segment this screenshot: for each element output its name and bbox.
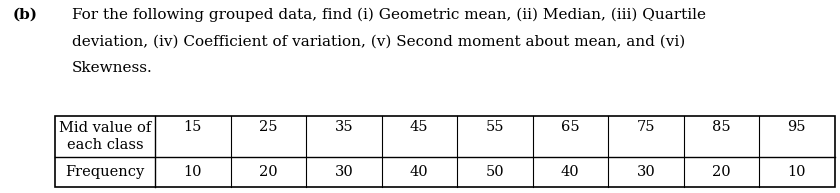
Text: 50: 50 — [486, 165, 504, 179]
Text: 25: 25 — [259, 120, 277, 135]
Text: 30: 30 — [637, 165, 655, 179]
Text: 35: 35 — [334, 120, 353, 135]
Text: 30: 30 — [334, 165, 353, 179]
Text: 40: 40 — [410, 165, 428, 179]
Text: Frequency: Frequency — [66, 165, 144, 179]
Text: Skewness.: Skewness. — [72, 62, 153, 75]
Text: 45: 45 — [410, 120, 428, 135]
Text: 20: 20 — [259, 165, 277, 179]
Text: deviation, (iv) Coefficient of variation, (v) Second moment about mean, and (vi): deviation, (iv) Coefficient of variation… — [72, 35, 685, 48]
Text: For the following grouped data, find (i) Geometric mean, (ii) Median, (iii) Quar: For the following grouped data, find (i)… — [72, 8, 706, 22]
Text: 15: 15 — [184, 120, 202, 135]
Text: 75: 75 — [637, 120, 655, 135]
Bar — [55, 116, 834, 187]
Text: 10: 10 — [183, 165, 202, 179]
Text: 85: 85 — [712, 120, 731, 135]
Text: 20: 20 — [712, 165, 731, 179]
Text: 95: 95 — [788, 120, 806, 135]
Text: 65: 65 — [561, 120, 580, 135]
Text: Mid value of
each class: Mid value of each class — [59, 121, 151, 152]
Text: 10: 10 — [788, 165, 806, 179]
Text: 40: 40 — [561, 165, 580, 179]
Text: (b): (b) — [13, 8, 38, 21]
Text: 55: 55 — [486, 120, 504, 135]
